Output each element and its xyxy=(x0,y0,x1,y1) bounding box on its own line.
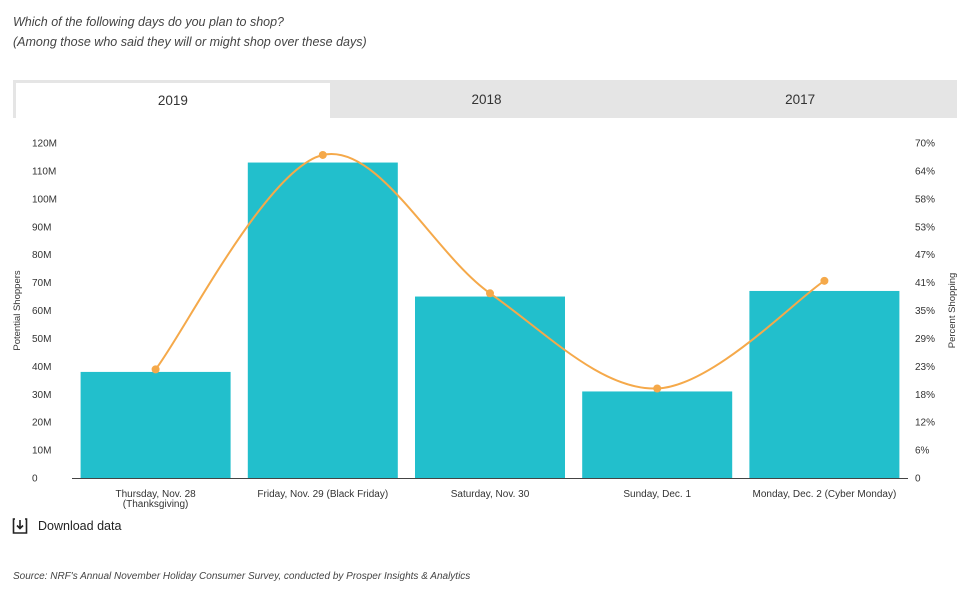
y2-tick-label: 0 xyxy=(915,474,921,485)
y2-tick-label: 53% xyxy=(915,222,935,233)
x-tick-label: Sunday, Dec. 1 xyxy=(623,489,691,500)
bar xyxy=(80,371,231,478)
chart-question: Which of the following days do you plan … xyxy=(13,12,367,52)
x-tick-label: Thursday, Nov. 28 xyxy=(115,489,196,500)
y-axis-title: Potential Shoppers xyxy=(12,270,23,351)
line-point xyxy=(653,384,662,393)
y2-tick-label: 64% xyxy=(915,166,935,177)
y2-tick-label: 29% xyxy=(915,334,935,345)
y-tick-label: 40M xyxy=(32,362,51,373)
y2-tick-label: 12% xyxy=(915,418,935,429)
download-icon xyxy=(12,518,28,534)
tab-2019[interactable]: 2019 xyxy=(16,83,330,118)
x-tick-label: Monday, Dec. 2 (Cyber Monday) xyxy=(753,489,897,500)
y-tick-label: 120M xyxy=(32,139,57,150)
tab-2018[interactable]: 2018 xyxy=(471,91,502,107)
y2-tick-label: 58% xyxy=(915,194,935,205)
y2-tick-label: 35% xyxy=(915,306,935,317)
y2-tick-label: 18% xyxy=(915,390,935,401)
y-tick-label: 90M xyxy=(32,222,51,233)
shopping-days-chart: 0 10M 20M 30M 40M 50M 60M 70M 80M 90M 100M 110M 120M… xyxy=(12,139,958,511)
y-tick-label: 80M xyxy=(32,250,51,261)
bar xyxy=(582,391,733,478)
y-tick-label: 110M xyxy=(32,166,56,177)
question-line-1: Which of the following days do you plan … xyxy=(13,15,285,29)
x-tick-label: Friday, Nov. 29 (Black Friday) xyxy=(257,489,388,500)
line-point xyxy=(151,365,160,374)
tab-2017[interactable]: 2017 xyxy=(785,91,816,107)
y-tick-label: 10M xyxy=(32,446,51,457)
bar xyxy=(749,290,900,478)
y-tick-label: 30M xyxy=(32,390,51,401)
y-tick-label: 100M xyxy=(32,194,57,205)
download-data-button[interactable]: Download data xyxy=(12,518,121,534)
y2-tick-label: 6% xyxy=(915,446,930,457)
year-tabs: 2019 2018 2017 xyxy=(13,80,957,118)
y2-tick-label: 23% xyxy=(915,362,935,373)
x-tick-label: (Thanksgiving) xyxy=(123,499,189,510)
y-tick-label: 20M xyxy=(32,418,51,429)
line-point xyxy=(820,276,829,285)
bar xyxy=(247,162,398,478)
bar xyxy=(415,296,565,478)
y2-axis-title: Percent Shopping xyxy=(947,273,958,349)
x-tick-label: Saturday, Nov. 30 xyxy=(451,489,530,500)
question-line-2: (Among those who said they will or might… xyxy=(13,35,367,49)
source-note: Source: NRF's Annual November Holiday Co… xyxy=(13,571,471,582)
y-tick-label: 70M xyxy=(32,278,51,289)
y-tick-label: 60M xyxy=(32,306,51,317)
y2-tick-label: 41% xyxy=(915,278,935,289)
line-point xyxy=(486,289,494,298)
y-tick-label: 50M xyxy=(32,334,51,345)
y2-tick-label: 70% xyxy=(915,139,935,150)
y2-tick-label: 47% xyxy=(915,250,935,261)
y-tick-label: 0 xyxy=(32,474,38,485)
line-point xyxy=(318,150,327,159)
percent-line xyxy=(154,153,825,390)
download-label: Download data xyxy=(38,519,122,533)
